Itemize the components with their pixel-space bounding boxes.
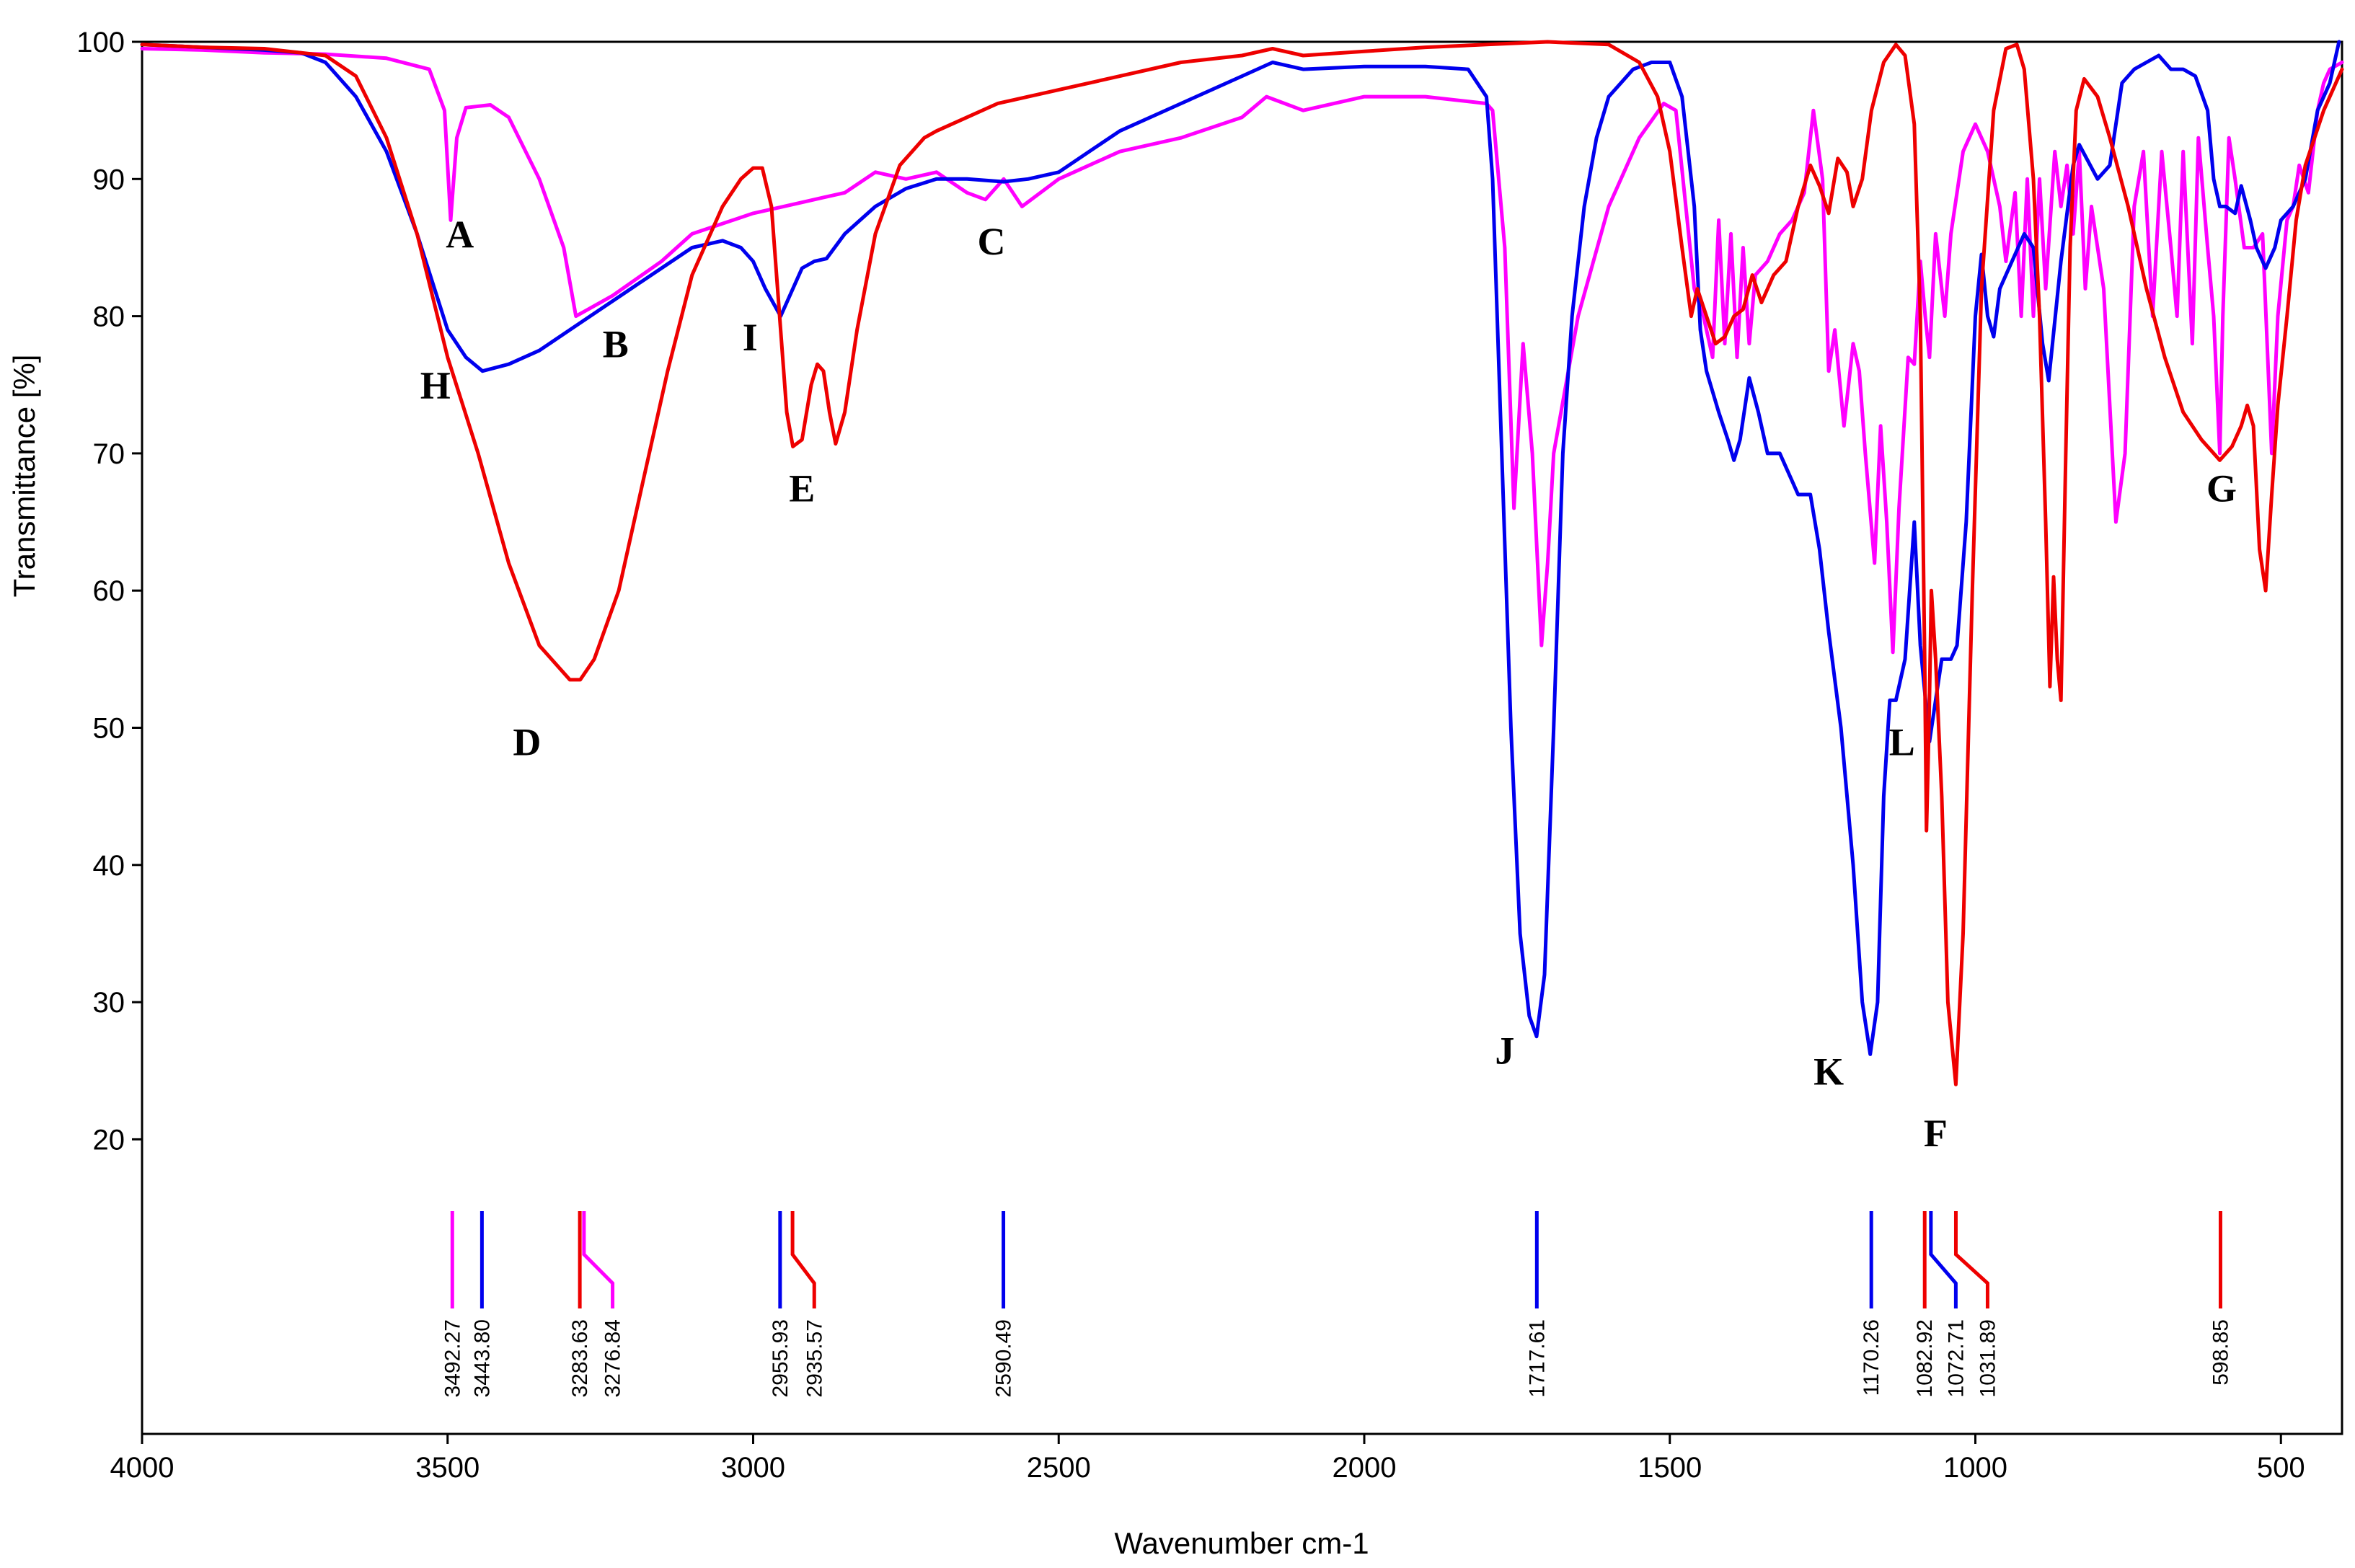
peak-annotation-H: H	[420, 364, 451, 407]
peak-marker-label: 1031.89	[1976, 1319, 2000, 1397]
peak-marker-label: 3492.27	[441, 1319, 464, 1397]
peak-marker-label: 1082.92	[1913, 1319, 1937, 1397]
peak-annotation-E: E	[789, 467, 815, 510]
y-tick-label: 50	[93, 713, 125, 745]
peak-marker-layer: 3492.27 3443.80 3283.63 3276.84 2955.93 2935.…	[441, 1211, 2232, 1397]
y-tick-label: 70	[93, 438, 125, 470]
peak-annotation-C: C	[978, 220, 1006, 263]
series-line-blue	[140, 40, 2341, 1056]
y-tick-label: 90	[93, 164, 125, 195]
x-tick-label: 3000	[721, 1452, 785, 1484]
axis-ticks: 4000 3500 3000 2500 2000 1500 1000 500 20 30 40 50 6…	[76, 27, 2305, 1484]
peak-marker-label: 3276.84	[601, 1319, 625, 1397]
y-tick-label: 100	[76, 27, 125, 58]
x-tick-label: 1000	[1943, 1452, 2007, 1484]
peak-marker-label: 1170.26	[1860, 1319, 1883, 1396]
peak-marker-label: 3443.80	[470, 1319, 494, 1397]
peak-marker-line	[1953, 1211, 1989, 1308]
peak-marker-label: 598.85	[2209, 1319, 2232, 1386]
x-tick-label: 500	[2257, 1452, 2305, 1484]
peak-marker-line	[1929, 1211, 1958, 1308]
peak-marker-line	[582, 1211, 615, 1308]
x-tick-label: 2500	[1027, 1452, 1091, 1484]
x-tick-label: 1500	[1638, 1452, 1702, 1484]
peak-marker-label: 2955.93	[769, 1319, 792, 1397]
peak-annotation-D: D	[513, 721, 541, 764]
peak-annotation-I: I	[743, 316, 758, 359]
peak-marker-line	[790, 1211, 816, 1308]
peak-annotation-K: K	[1813, 1050, 1844, 1093]
peak-marker-label: 2935.57	[803, 1319, 826, 1397]
y-tick-label: 20	[93, 1124, 125, 1156]
x-tick-label: 3500	[415, 1452, 480, 1484]
peak-annotation-layer: A B C D E F G H I J K L	[420, 213, 2237, 1154]
series-layer	[140, 40, 2344, 1086]
peak-marker-label: 1717.61	[1525, 1319, 1549, 1397]
peak-annotation-F: F	[1924, 1112, 1948, 1155]
peak-marker-label: 3283.63	[568, 1319, 592, 1397]
peak-annotation-J: J	[1495, 1029, 1514, 1073]
x-axis-title: Wavenumber cm-1	[1114, 1526, 1369, 1560]
peak-annotation-L: L	[1889, 721, 1915, 764]
plot-frame	[141, 40, 2343, 1435]
y-axis-title: Transmittance [%]	[7, 355, 41, 598]
peak-annotation-G: G	[2206, 467, 2237, 510]
x-tick-label: 2000	[1333, 1452, 1397, 1484]
series-line-red	[140, 40, 2344, 1086]
peak-annotation-B: B	[603, 323, 629, 366]
y-tick-label: 60	[93, 575, 125, 607]
series-line-magenta	[140, 47, 2344, 655]
peak-marker-label: 1072.71	[1944, 1319, 1968, 1397]
y-tick-label: 40	[93, 850, 125, 882]
peak-annotation-A: A	[446, 213, 474, 256]
x-tick-label: 4000	[110, 1452, 174, 1484]
y-tick-label: 30	[93, 987, 125, 1019]
peak-marker-label: 2590.49	[992, 1319, 1016, 1397]
y-tick-label: 80	[93, 301, 125, 333]
